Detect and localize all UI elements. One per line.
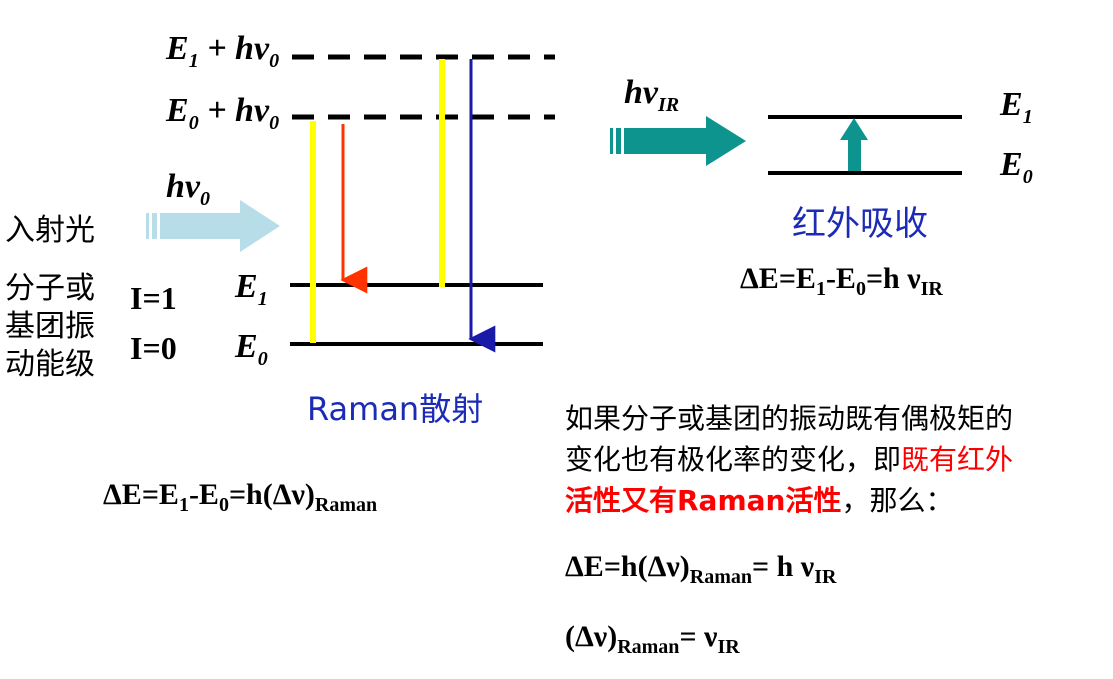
label-i0: I=0 [130, 330, 177, 366]
equation-raman-ir: (Δν)Raman= νIR [565, 620, 740, 658]
explanation-line-1: 如果分子或基团的振动既有偶极矩的 [565, 402, 1014, 435]
label-e1-right: E1 [1000, 86, 1033, 128]
label-ir-hv: hνIR [624, 74, 680, 116]
ir-equation: ΔE=E1-E0=h νIR [740, 262, 943, 300]
label-i1: I=1 [130, 280, 177, 316]
label-e0-right: E0 [1000, 146, 1033, 188]
equation-combined: ΔE=h(Δν)Raman= h νIR [565, 550, 837, 588]
raman-title: Raman散射 [307, 390, 484, 428]
explanation-line-2: 变化也有极化率的变化，即既有红外 [565, 443, 1014, 476]
incident-light-arrow [146, 200, 280, 252]
label-incident-hv: hν0 [166, 168, 210, 210]
explanation-paragraph: 如果分子或基团的振动既有偶极矩的 变化也有极化率的变化，即既有红外 活性又有Ra… [565, 398, 1013, 521]
ir-absorption-arrow [840, 118, 868, 171]
ir-title: 红外吸收 [792, 204, 928, 244]
label-e1-left: E1 [235, 268, 268, 310]
label-levels: 分子或 基团振 动能级 [5, 271, 95, 382]
label-virtual-bottom: E0 + hν0 [166, 92, 280, 134]
label-incident-light: 入射光 [5, 213, 95, 248]
label-virtual-top: E1 + hν0 [166, 30, 280, 72]
label-e0-left: E0 [235, 328, 268, 370]
ir-light-arrow [610, 116, 746, 166]
raman-equation: ΔE=E1-E0=h(Δν)Raman [103, 478, 378, 516]
explanation-line-3: 活性又有Raman活性，那么： [565, 484, 954, 517]
